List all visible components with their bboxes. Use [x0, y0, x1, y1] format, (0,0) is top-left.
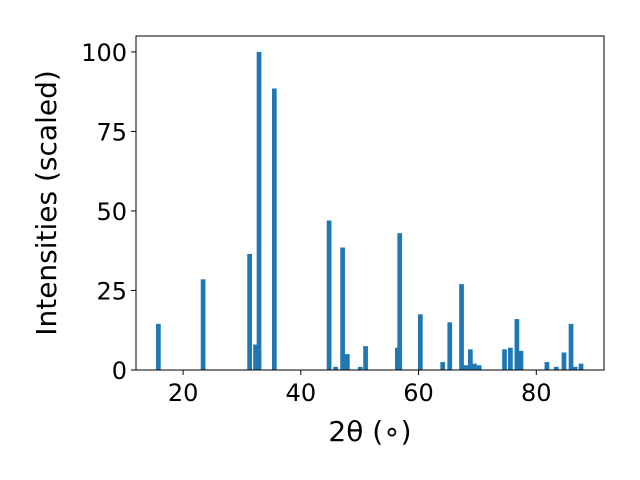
bar-29	[568, 323, 574, 370]
bar-8	[340, 247, 345, 370]
bar-19	[468, 349, 473, 370]
bar-17	[459, 284, 464, 370]
bar-30	[572, 366, 578, 370]
bar-18	[463, 365, 469, 370]
y-tick-label-50: 50	[96, 198, 127, 226]
x-tick-label-80: 80	[521, 379, 552, 407]
bar-21	[476, 365, 482, 370]
y-axis-ticks: 0 25 50 75 100	[81, 39, 136, 385]
bar-5	[271, 88, 277, 371]
x-tick-label-20: 20	[168, 379, 199, 407]
bar-26	[544, 362, 550, 370]
y-tick-label-0: 0	[112, 357, 127, 385]
bar-23	[508, 347, 513, 370]
bars-group	[156, 51, 584, 371]
y-tick-label-100: 100	[81, 39, 127, 67]
bar-6	[326, 220, 332, 370]
y-tick-label-75: 75	[96, 118, 127, 146]
bar-16	[447, 322, 453, 370]
bar-3	[253, 344, 258, 370]
bar-15	[440, 362, 446, 370]
bar-28	[561, 352, 567, 370]
bar-1	[200, 279, 206, 370]
bar-9	[344, 354, 350, 370]
bar-10	[357, 366, 363, 370]
bar-2	[247, 253, 252, 370]
y-tick-label-25: 25	[96, 277, 127, 305]
bar-14	[417, 314, 423, 370]
bar-22	[502, 349, 507, 370]
y-axis-label: Intensities (scaled)	[30, 70, 63, 336]
bar-24	[514, 319, 520, 370]
plot-frame	[135, 35, 605, 371]
bar-4	[256, 51, 262, 371]
bar-27	[553, 366, 559, 370]
x-tick-label-60: 60	[403, 379, 434, 407]
x-tick-label-40: 40	[286, 379, 317, 407]
bar-7	[333, 366, 338, 370]
bar-0	[156, 323, 161, 370]
x-axis-label: 2θ (∘)	[328, 415, 411, 448]
x-axis-ticks: 20 40 60 80	[168, 370, 552, 407]
bar-20	[472, 363, 477, 370]
bar-25	[518, 350, 524, 370]
bar-13	[397, 233, 403, 370]
bar-11	[363, 346, 368, 370]
bar-31	[578, 363, 584, 370]
